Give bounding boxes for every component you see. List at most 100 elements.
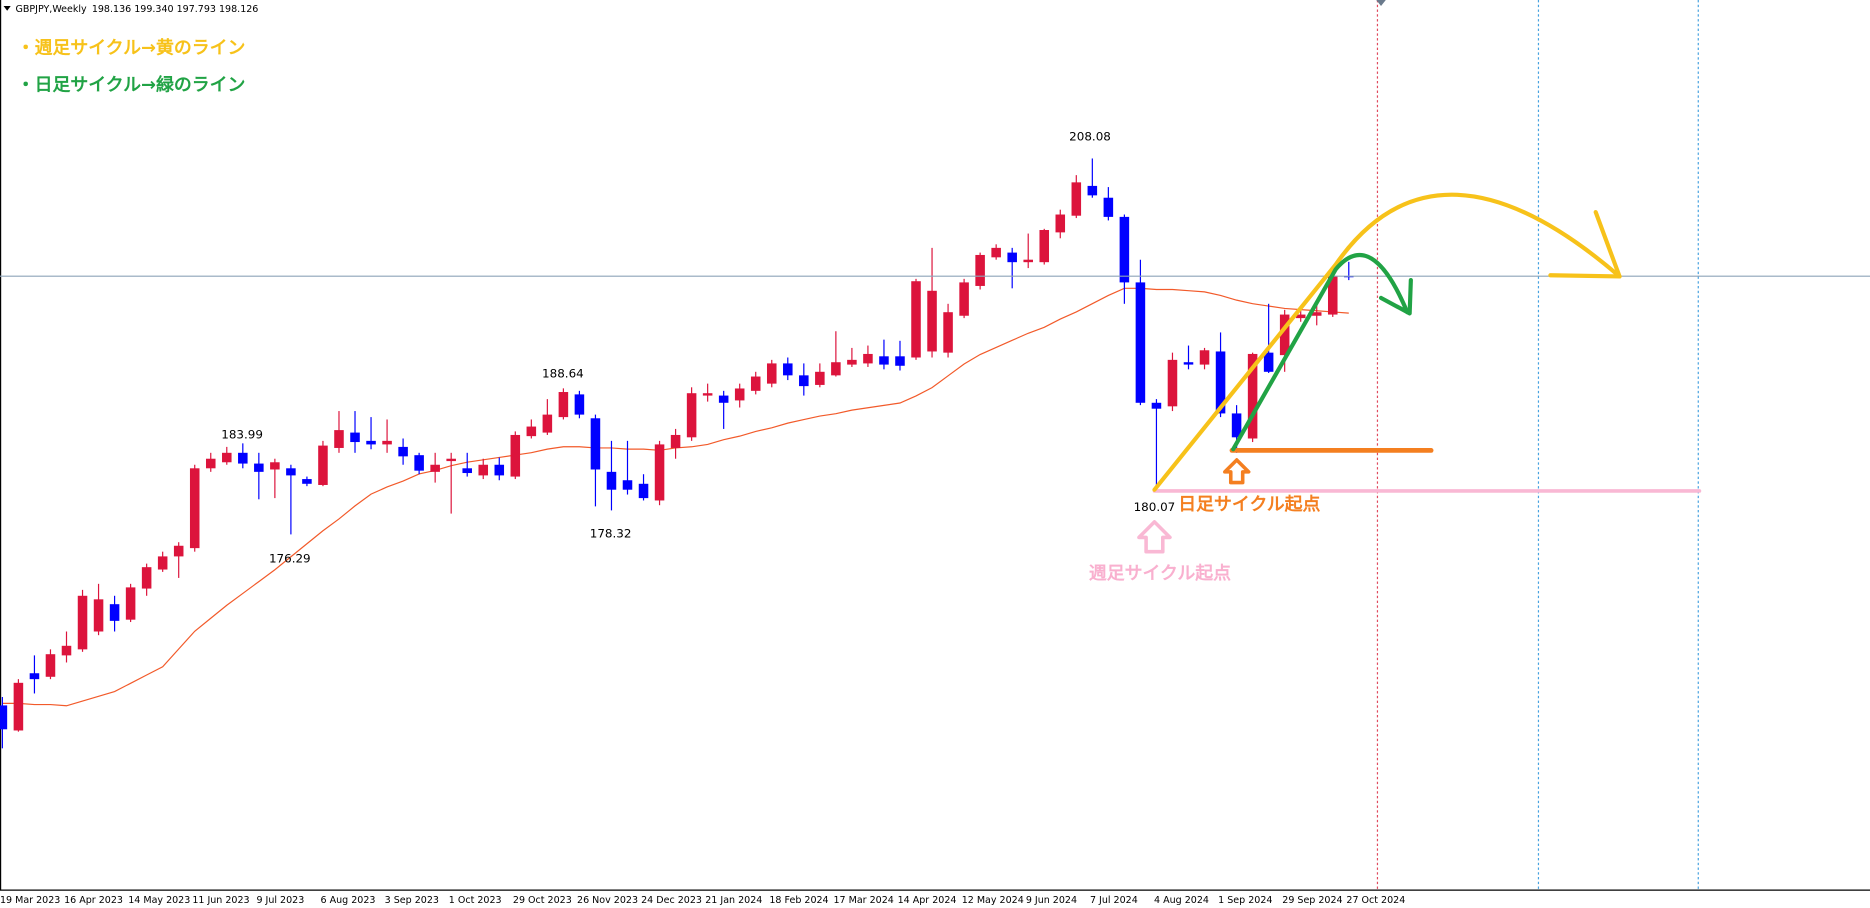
candle-body	[414, 455, 424, 471]
x-tick-label: 24 Dec 2023	[641, 895, 702, 906]
candle-body	[510, 434, 521, 477]
candle-body	[318, 445, 328, 485]
price-label: 178.32	[590, 526, 632, 540]
candle-body	[446, 458, 456, 462]
candle-body	[93, 599, 104, 632]
candle-body	[1071, 182, 1082, 216]
candle-body	[750, 376, 761, 391]
x-tick-label: 4 Aug 2024	[1154, 895, 1209, 906]
candle-body	[1023, 259, 1033, 263]
x-tick-label: 7 Jul 2024	[1090, 895, 1138, 906]
annotations	[1137, 192, 1702, 554]
candle-body	[606, 471, 617, 490]
shift-marker	[1376, 0, 1386, 6]
x-tick-label: 29 Oct 2023	[513, 895, 572, 906]
candle-body	[718, 395, 729, 403]
ohlc: 198.136 199.340 197.793 198.126	[92, 4, 259, 15]
candle-body	[847, 359, 857, 365]
annotation-text: 日足サイクル起点	[1178, 493, 1320, 515]
x-tick-label: 3 Sep 2023	[385, 895, 439, 906]
candle-body	[815, 371, 825, 385]
candle-body	[238, 452, 248, 464]
candle-body	[1151, 402, 1162, 409]
candle-body	[430, 464, 440, 472]
candle-body	[1295, 314, 1306, 319]
candle-body	[1247, 353, 1258, 439]
price-label: 188.64	[542, 367, 584, 381]
candle-body	[1311, 312, 1322, 316]
candle-body	[895, 356, 905, 366]
x-tick-label: 1 Sep 2024	[1218, 895, 1272, 906]
plot	[0, 158, 1870, 749]
candle-body	[670, 434, 681, 448]
x-tick-label: 26 Nov 2023	[577, 895, 638, 906]
candle-body	[863, 353, 873, 364]
candle-body	[109, 604, 120, 621]
candle-body	[29, 673, 40, 680]
candle-body	[574, 394, 585, 415]
candle-body	[1215, 351, 1226, 414]
candle-body	[1055, 214, 1066, 233]
candle-body	[270, 462, 280, 470]
x-tick-label: 9 Jun 2024	[1026, 895, 1077, 906]
x-tick-label: 6 Aug 2023	[321, 895, 376, 906]
x-tick-label: 27 Oct 2024	[1346, 895, 1405, 906]
candle-body	[77, 595, 88, 650]
x-tick-label: 9 Jul 2023	[256, 895, 304, 906]
candle-body	[45, 654, 56, 677]
candle-body	[558, 392, 569, 418]
daily-start-arrow	[1223, 458, 1251, 485]
candle-body	[1279, 314, 1290, 356]
candle-body	[334, 430, 344, 448]
symbol: GBPJPY,Weekly	[16, 4, 88, 15]
x-tick-label: 21 Jan 2024	[705, 895, 762, 906]
weekly-start-arrow	[1137, 520, 1172, 554]
candle-body	[302, 479, 312, 484]
candle-body	[1263, 352, 1274, 372]
price-label: 176.29	[269, 551, 311, 565]
candle-body	[1199, 350, 1210, 365]
candle-body	[1231, 413, 1242, 438]
candle-body	[1119, 216, 1130, 283]
candle-body	[13, 682, 24, 731]
candle-body	[157, 556, 168, 570]
candle-body	[1007, 252, 1017, 263]
price-label: 183.99	[221, 428, 263, 442]
legend-note: ・週足サイクル→黄のライン	[17, 37, 246, 59]
candle-body	[478, 464, 489, 476]
candle-body	[254, 463, 264, 472]
candle-body	[61, 645, 72, 656]
candle-body	[975, 254, 985, 286]
candle-body	[350, 432, 360, 443]
x-tick-label: 29 Sep 2024	[1282, 895, 1342, 906]
candle-body	[141, 567, 152, 589]
candle-body	[1103, 197, 1114, 217]
candle-body	[286, 468, 296, 476]
candle-body	[654, 444, 665, 501]
candle-body	[622, 480, 633, 490]
candle-body	[831, 362, 841, 376]
candle-body	[398, 446, 408, 457]
candle-body	[462, 468, 472, 474]
candle-body	[1087, 185, 1098, 196]
x-tick-label: 19 Mar 2023	[0, 895, 60, 906]
candle-body	[382, 440, 392, 445]
candle-body	[222, 452, 232, 463]
menu-icon	[3, 5, 11, 11]
x-tick-label: 1 Oct 2023	[449, 895, 502, 906]
candle-body	[205, 458, 216, 469]
candle-body	[911, 281, 921, 358]
candle-body	[686, 393, 697, 438]
candle-body	[1167, 359, 1178, 407]
weekly-cycle-curve	[1152, 192, 1622, 492]
candle-body	[702, 393, 713, 396]
candle-body	[638, 483, 649, 499]
candle-body	[734, 388, 745, 401]
x-tick-label: 18 Feb 2024	[769, 895, 828, 906]
candle-body	[0, 705, 8, 730]
candle-body	[1183, 362, 1194, 365]
candle-body	[526, 426, 537, 437]
